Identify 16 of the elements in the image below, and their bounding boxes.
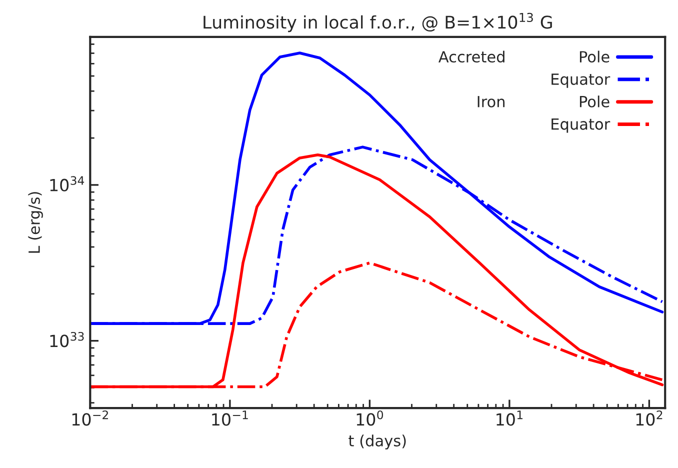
x-axis-title: t (days) <box>348 434 406 450</box>
x-tick-label: 10$^{2}$ <box>636 410 662 426</box>
x-tick-label: 10$^{1}$ <box>496 410 522 426</box>
legend-label: Equator <box>552 74 610 88</box>
x-tick-label: 10$^{−2}$ <box>72 410 108 426</box>
legend-label: Pole <box>580 50 610 63</box>
y-tick-label: 10$^{34}$ <box>50 176 84 192</box>
y-axis-title: L (erg/s) <box>28 192 43 253</box>
annotation: Iron <box>478 96 504 108</box>
legend-label: Pole <box>580 96 610 108</box>
x-tick-label: 10$^{−1}$ <box>212 410 248 426</box>
legend-label: Equator <box>552 118 610 133</box>
annotation: Accreted <box>438 50 504 63</box>
y-tick-label: 10$^{33}$ <box>50 332 84 348</box>
chart-title: Luminosity in local f.o.r., @ B=1×10$^{13}$ G <box>204 12 552 32</box>
x-tick-label: 10$^{0}$ <box>356 410 384 426</box>
